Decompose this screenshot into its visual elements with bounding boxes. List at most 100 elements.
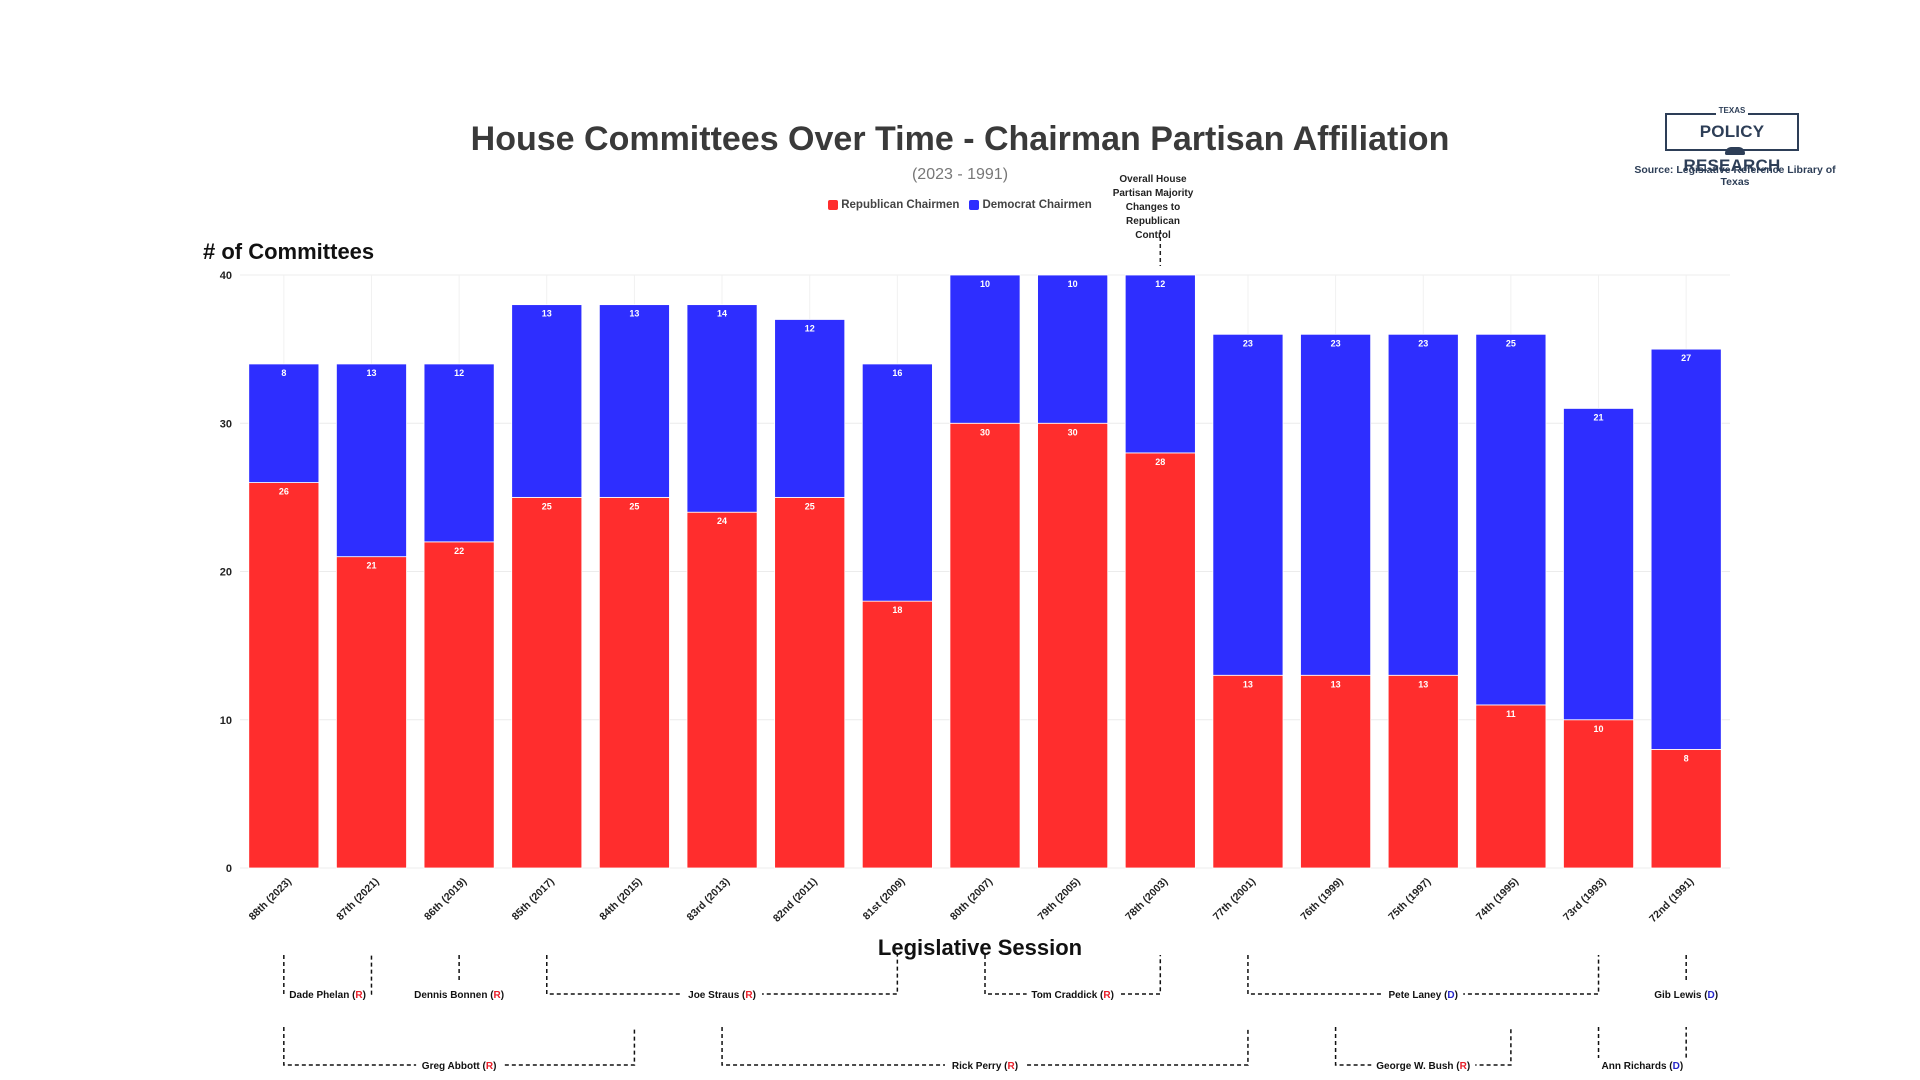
data-label-democrat: 13 bbox=[629, 309, 639, 319]
bar-republican[interactable] bbox=[1037, 422, 1109, 869]
x-tick-label: 87th (2021) bbox=[334, 876, 381, 923]
bar-republican[interactable] bbox=[1475, 704, 1547, 869]
x-tick-label: 74th (1995) bbox=[1474, 876, 1521, 923]
x-tick-label: 75th (1997) bbox=[1386, 876, 1433, 923]
speaker-label: Tom Craddick (R) bbox=[1031, 990, 1114, 1001]
speaker-bracket bbox=[546, 955, 899, 995]
data-label-republican: 25 bbox=[805, 501, 815, 511]
bar-republican[interactable] bbox=[861, 600, 933, 869]
governor-bracket bbox=[721, 1027, 1249, 1066]
data-label-democrat: 16 bbox=[892, 368, 902, 378]
bar-democrat[interactable] bbox=[598, 304, 670, 498]
speaker-label: Joe Straus (R) bbox=[688, 990, 756, 1001]
data-label-democrat: 14 bbox=[717, 309, 727, 319]
x-tick-label: 79th (2005) bbox=[1035, 876, 1082, 923]
x-tick-label: 73rd (1993) bbox=[1561, 876, 1609, 924]
bar-democrat[interactable] bbox=[1475, 333, 1547, 706]
bar-republican[interactable] bbox=[774, 496, 846, 869]
speaker-label-bg bbox=[284, 987, 371, 1001]
x-tick-label: 78th (2003) bbox=[1123, 876, 1170, 923]
governor-label-bg bbox=[1596, 1058, 1689, 1072]
y-tick-label: 10 bbox=[220, 715, 232, 727]
bar-republican[interactable] bbox=[598, 496, 670, 869]
bar-republican[interactable] bbox=[1387, 674, 1459, 869]
bar-democrat[interactable] bbox=[1387, 333, 1459, 676]
bar-democrat[interactable] bbox=[774, 319, 846, 498]
data-label-republican: 11 bbox=[1506, 709, 1516, 719]
x-tick-label: 84th (2015) bbox=[597, 876, 644, 923]
data-label-democrat: 12 bbox=[454, 368, 464, 378]
bar-republican[interactable] bbox=[1124, 452, 1196, 869]
bar-republican[interactable] bbox=[686, 511, 758, 869]
data-label-republican: 25 bbox=[542, 501, 552, 511]
annotation-line: Partisan Majority bbox=[1112, 188, 1194, 199]
data-label-democrat: 23 bbox=[1243, 338, 1253, 348]
governor-bracket bbox=[1334, 1027, 1512, 1066]
legend-item-democrat[interactable]: Democrat Chairmen bbox=[969, 199, 1092, 211]
data-label-democrat: 12 bbox=[805, 323, 815, 333]
y-tick-label: 20 bbox=[220, 567, 232, 579]
speaker-label-bg bbox=[1383, 987, 1464, 1001]
legend-swatch-republican bbox=[828, 200, 839, 210]
bar-democrat[interactable] bbox=[686, 304, 758, 513]
speaker-label: Dade Phelan (R) bbox=[289, 990, 366, 1001]
bar-democrat[interactable] bbox=[423, 363, 495, 543]
speaker-label: Gib Lewis (D) bbox=[1654, 990, 1718, 1001]
bar-democrat[interactable] bbox=[1650, 348, 1722, 750]
bar-democrat[interactable] bbox=[1563, 408, 1634, 721]
majority-change-annotation: Overall House Partisan Majority Changes … bbox=[1108, 173, 1198, 243]
chart-legend: Republican Chairmen Democrat Chairmen bbox=[0, 199, 1920, 211]
data-label-democrat: 23 bbox=[1418, 338, 1428, 348]
bar-democrat[interactable] bbox=[248, 363, 320, 483]
data-label-democrat: 10 bbox=[980, 279, 990, 289]
bar-democrat[interactable] bbox=[1037, 274, 1109, 424]
y-tick-label: 30 bbox=[220, 418, 232, 430]
speaker-label: Pete Laney (D) bbox=[1388, 990, 1458, 1001]
logo-top-text: TEXAS bbox=[1715, 106, 1749, 115]
bar-democrat[interactable] bbox=[861, 363, 933, 602]
bar-republican[interactable] bbox=[1650, 749, 1722, 869]
data-label-republican: 24 bbox=[717, 516, 727, 526]
speaker-label: Dennis Bonnen (R) bbox=[414, 990, 504, 1001]
data-label-republican: 21 bbox=[366, 561, 376, 571]
data-label-republican: 13 bbox=[1243, 679, 1253, 689]
bar-democrat[interactable] bbox=[1300, 333, 1372, 676]
annotation-line: Overall House bbox=[1119, 174, 1187, 185]
legend-item-republican[interactable]: Republican Chairmen bbox=[828, 199, 959, 211]
governor-label: Rick Perry (R) bbox=[952, 1061, 1018, 1072]
bar-republican[interactable] bbox=[511, 496, 583, 869]
governor-label: Greg Abbott (R) bbox=[422, 1061, 497, 1072]
legend-swatch-democrat bbox=[969, 200, 980, 210]
bar-democrat[interactable] bbox=[336, 363, 407, 558]
data-label-democrat: 13 bbox=[366, 368, 376, 378]
x-tick-label: 80th (2007) bbox=[948, 876, 995, 923]
bar-republican[interactable] bbox=[248, 482, 320, 869]
bar-democrat[interactable] bbox=[511, 304, 583, 498]
bar-republican[interactable] bbox=[1563, 719, 1634, 869]
data-label-democrat: 27 bbox=[1681, 353, 1691, 363]
x-tick-label: 76th (1999) bbox=[1298, 876, 1345, 923]
bar-republican[interactable] bbox=[423, 541, 495, 869]
legend-label-republican: Republican Chairmen bbox=[841, 199, 960, 211]
data-label-republican: 8 bbox=[1684, 753, 1689, 763]
bar-democrat[interactable] bbox=[1212, 333, 1284, 676]
speaker-label-bg bbox=[1026, 987, 1119, 1001]
texas-policy-research-logo: TEXAS POLICY RESEARCH bbox=[1665, 106, 1799, 175]
x-tick-label: 72nd (1991) bbox=[1647, 876, 1696, 925]
data-label-democrat: 12 bbox=[1155, 279, 1165, 289]
bar-republican[interactable] bbox=[336, 556, 407, 869]
bar-republican[interactable] bbox=[1300, 674, 1372, 869]
chart-subtitle: (2023 - 1991) bbox=[911, 166, 1009, 183]
y-axis-title: # of Committees bbox=[203, 239, 375, 264]
bar-democrat[interactable] bbox=[1124, 274, 1196, 454]
bar-republican[interactable] bbox=[1212, 674, 1284, 869]
legend-label-democrat: Democrat Chairmen bbox=[982, 199, 1092, 211]
bar-democrat[interactable] bbox=[949, 274, 1021, 424]
governor-label-bg bbox=[945, 1058, 1025, 1072]
x-tick-label: 85th (2017) bbox=[510, 876, 557, 923]
chart-title: House Committees Over Time - Chairman Pa… bbox=[470, 120, 1450, 158]
bar-republican[interactable] bbox=[949, 422, 1021, 869]
x-tick-label: 77th (2001) bbox=[1211, 876, 1258, 923]
y-tick-label: 40 bbox=[220, 270, 232, 282]
data-label-democrat: 21 bbox=[1594, 412, 1604, 422]
